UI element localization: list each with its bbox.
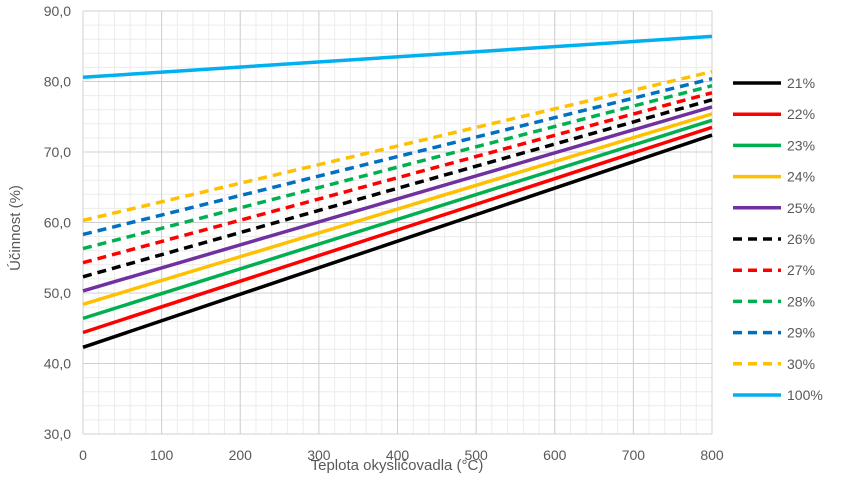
series-line-21pct <box>82 133 713 349</box>
legend-label: 22% <box>787 106 815 122</box>
legend-item: 29% <box>733 325 815 341</box>
x-tick-label: 700 <box>622 447 646 463</box>
x-tick-label: 400 <box>386 447 410 463</box>
y-tick-label: 80,0 <box>44 74 71 90</box>
legend-label: 21% <box>787 75 815 91</box>
series-line-28pct <box>82 84 713 251</box>
series-line-29pct <box>82 76 713 237</box>
series-line-30pct <box>82 69 713 223</box>
series-line-22pct <box>82 125 713 335</box>
x-tick-label: 500 <box>464 447 488 463</box>
legend-label: 100% <box>787 387 823 403</box>
legend-label: 29% <box>787 325 815 341</box>
series-line-24pct <box>82 112 713 306</box>
legend-label: 28% <box>787 293 815 309</box>
series-line-23pct <box>82 118 713 321</box>
y-tick-label: 90,0 <box>44 3 71 19</box>
legend-item: 25% <box>733 200 815 216</box>
legend-label: 23% <box>787 137 815 153</box>
legend-item: 27% <box>733 262 815 278</box>
x-axis-title: Teplota okysličovadla (°C) <box>311 457 484 474</box>
legend-item: 100% <box>733 387 823 403</box>
legend-label: 24% <box>787 169 815 185</box>
legend: 21% 22% 23% 24% 25% 26% 27% 28% 29% 30% 100% <box>733 75 823 403</box>
y-tick-label: 70,0 <box>44 144 71 160</box>
x-axis-tick-labels: 0 100 200 300 400 500 600 700 800 <box>79 447 724 463</box>
legend-item: 26% <box>733 231 815 247</box>
legend-item: 30% <box>733 356 815 372</box>
x-tick-label: 200 <box>229 447 253 463</box>
legend-item: 24% <box>733 169 815 185</box>
y-tick-label: 50,0 <box>44 285 71 301</box>
series-lines <box>82 34 713 349</box>
series-line-25pct <box>82 105 713 293</box>
legend-item: 22% <box>733 106 815 122</box>
series-line-26pct <box>82 98 713 279</box>
y-tick-label: 40,0 <box>44 356 71 372</box>
legend-label: 26% <box>787 231 815 247</box>
y-axis-title: Účinnost (%) <box>7 185 24 271</box>
y-axis-tick-labels: 30,0 40,0 50,0 60,0 70,0 80,0 90,0 <box>44 3 71 442</box>
legend-item: 21% <box>733 75 815 91</box>
x-tick-label: 600 <box>543 447 567 463</box>
legend-item: 23% <box>733 137 815 153</box>
series-line-27pct <box>82 91 713 265</box>
legend-label: 25% <box>787 200 815 216</box>
legend-label: 27% <box>787 262 815 278</box>
x-tick-label: 0 <box>79 447 87 463</box>
legend-item: 28% <box>733 293 815 309</box>
series-line-100pct <box>82 34 713 80</box>
x-tick-label: 100 <box>150 447 174 463</box>
x-tick-label: 800 <box>700 447 724 463</box>
legend-label: 30% <box>787 356 815 372</box>
y-tick-label: 30,0 <box>44 426 71 442</box>
x-tick-label: 300 <box>307 447 331 463</box>
y-tick-label: 60,0 <box>44 215 71 231</box>
